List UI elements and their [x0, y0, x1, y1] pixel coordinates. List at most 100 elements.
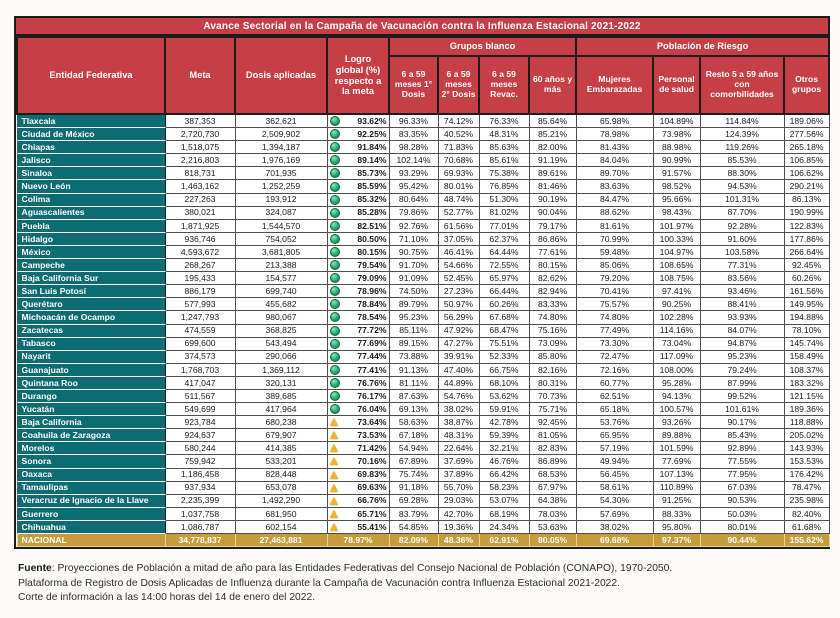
personal-salud-pct-cell: 108.00% — [652, 362, 701, 377]
dosis2-pct-cell: 44.89% — [437, 375, 480, 390]
comorbilidades-pct-cell: 91.60% — [699, 231, 785, 246]
table-row: San Luis Potosí 886,179 699,740 78.96% 74.50… — [16, 284, 830, 299]
logro-value: 93.62% — [357, 115, 387, 126]
revac-pct-cell: 66.44% — [478, 284, 530, 299]
meta-cell: 886,179 — [164, 284, 236, 299]
entity-name-cell: Guanajuato — [16, 362, 166, 377]
personal-salud-pct-cell: 108.75% — [652, 271, 701, 286]
60ymas-pct-cell: 80.05% — [528, 532, 577, 548]
dosis2-pct-cell: 48.74% — [437, 192, 480, 207]
entity-name-cell: Nuevo León — [16, 179, 166, 194]
personal-salud-pct-cell: 107.13% — [652, 467, 701, 482]
logro-cell: 78.96% — [326, 284, 390, 299]
meta-cell: 417,047 — [164, 375, 236, 390]
logro-cell: 66.76% — [326, 493, 390, 508]
entity-name-cell: Sinaloa — [16, 166, 166, 181]
logro-value: 78.54% — [357, 312, 387, 323]
dosis1-pct-cell: 73.88% — [388, 349, 439, 364]
logro-value: 79.09% — [357, 272, 387, 283]
status-warning-icon — [329, 431, 338, 440]
dosis1-pct-cell: 98.28% — [388, 140, 439, 155]
entity-name-cell: San Luis Potosí — [16, 284, 166, 299]
otros-grupos-pct-cell: 108.37% — [783, 362, 830, 377]
dosis1-pct-cell: 89.79% — [388, 297, 439, 312]
table-row: Morelos 580,244 414,385 71.42% 54.94% 22.64% 3… — [16, 441, 830, 456]
logro-value: 92.25% — [357, 128, 387, 139]
dosis1-pct-cell: 81.11% — [388, 375, 439, 390]
revac-pct-cell: 76.33% — [478, 113, 530, 129]
status-ok-icon — [329, 312, 340, 323]
comorbilidades-pct-cell: 85.53% — [699, 153, 785, 168]
embarazadas-pct-cell: 72.47% — [575, 349, 654, 364]
dosis2-pct-cell: 39.91% — [437, 349, 480, 364]
comorbilidades-pct-cell: 83.56% — [699, 271, 785, 286]
dosis2-pct-cell: 38.87% — [437, 415, 480, 430]
status-ok-icon — [329, 325, 340, 336]
revac-pct-cell: 53.07% — [478, 493, 530, 508]
status-ok-icon — [329, 364, 340, 375]
col-header-dosis2: 6 a 59 meses 2° Dosis — [437, 55, 480, 115]
logro-cell: 70.16% — [326, 454, 390, 469]
personal-salud-pct-cell: 117.09% — [652, 349, 701, 364]
logro-value: 80.50% — [357, 233, 387, 244]
logro-value: 89.14% — [357, 155, 387, 166]
status-warning-icon — [329, 444, 338, 453]
dosis1-pct-cell: 85.11% — [388, 323, 439, 338]
logro-value: 85.59% — [357, 181, 387, 192]
otros-grupos-pct-cell: 177.86% — [783, 231, 830, 246]
comorbilidades-pct-cell: 90.17% — [699, 415, 785, 430]
meta-cell: 818,731 — [164, 166, 236, 181]
dosis2-pct-cell: 70.68% — [437, 153, 480, 168]
table-header: Entidad Federativa Meta Dosis aplicadas … — [16, 36, 831, 115]
60ymas-pct-cell: 53.63% — [528, 519, 577, 535]
meta-cell: 2,216,803 — [164, 153, 236, 168]
60ymas-pct-cell: 81.05% — [528, 428, 577, 443]
comorbilidades-pct-cell: 79.24% — [699, 362, 785, 377]
meta-cell: 937,934 — [164, 480, 236, 495]
otros-grupos-pct-cell: 78.47% — [783, 480, 830, 495]
status-ok-icon — [329, 260, 340, 271]
revac-pct-cell: 62.91% — [478, 532, 530, 548]
personal-salud-pct-cell: 73.98% — [652, 127, 701, 142]
revac-pct-cell: 76.85% — [478, 179, 530, 194]
embarazadas-pct-cell: 69.68% — [575, 532, 654, 548]
col-header-comorbilidades: Resto 5 a 59 años con comorbilidades — [699, 55, 786, 115]
dosis-cell: 290,066 — [234, 349, 328, 364]
table-row: Guerrero 1,037,758 681,950 65.71% 83.79% 42.7… — [16, 506, 830, 521]
60ymas-pct-cell: 73.09% — [528, 336, 577, 351]
personal-salud-pct-cell: 94.13% — [652, 388, 701, 404]
60ymas-pct-cell: 80.31% — [528, 375, 577, 390]
personal-salud-pct-cell: 95.28% — [652, 375, 701, 390]
otros-grupos-pct-cell: 265.18% — [783, 140, 830, 155]
logro-cell: 93.62% — [326, 113, 390, 129]
personal-salud-pct-cell: 110.89% — [652, 480, 701, 495]
embarazadas-pct-cell: 88.62% — [575, 205, 654, 220]
dosis2-pct-cell: 38.02% — [437, 402, 480, 417]
embarazadas-pct-cell: 56.45% — [575, 467, 654, 482]
logro-cell: 69.83% — [326, 467, 390, 482]
embarazadas-pct-cell: 72.16% — [575, 362, 654, 377]
table-row: Ciudad de México 2,720,730 2,509,902 92.25%… — [16, 127, 830, 142]
status-ok-icon — [329, 194, 340, 205]
embarazadas-pct-cell: 84.47% — [575, 192, 654, 207]
personal-salud-pct-cell: 93.26% — [652, 415, 701, 430]
dosis-cell: 368,825 — [234, 323, 328, 338]
logro-value: 85.32% — [357, 194, 387, 205]
dosis2-pct-cell: 80.01% — [437, 179, 480, 194]
dosis1-pct-cell: 69.28% — [388, 493, 439, 508]
logro-cell: 71.42% — [326, 441, 390, 456]
meta-cell: 1,037,758 — [164, 506, 236, 521]
dosis1-pct-cell: 91.70% — [388, 258, 439, 273]
col-header-60ymas: 60 años y más — [527, 55, 578, 115]
personal-salud-pct-cell: 98.43% — [652, 205, 701, 220]
60ymas-pct-cell: 82.94% — [528, 284, 577, 299]
otros-grupos-pct-cell: 153.53% — [783, 454, 830, 469]
meta-cell: 474,559 — [164, 323, 236, 338]
status-ok-icon — [329, 377, 340, 388]
dosis-cell: 324,087 — [234, 205, 328, 220]
logro-value: 76.76% — [357, 377, 387, 388]
dosis1-pct-cell: 74.50% — [388, 284, 439, 299]
logro-cell: 85.73% — [326, 166, 390, 181]
meta-cell: 699,600 — [164, 336, 236, 351]
personal-salud-pct-cell: 104.97% — [652, 244, 701, 260]
